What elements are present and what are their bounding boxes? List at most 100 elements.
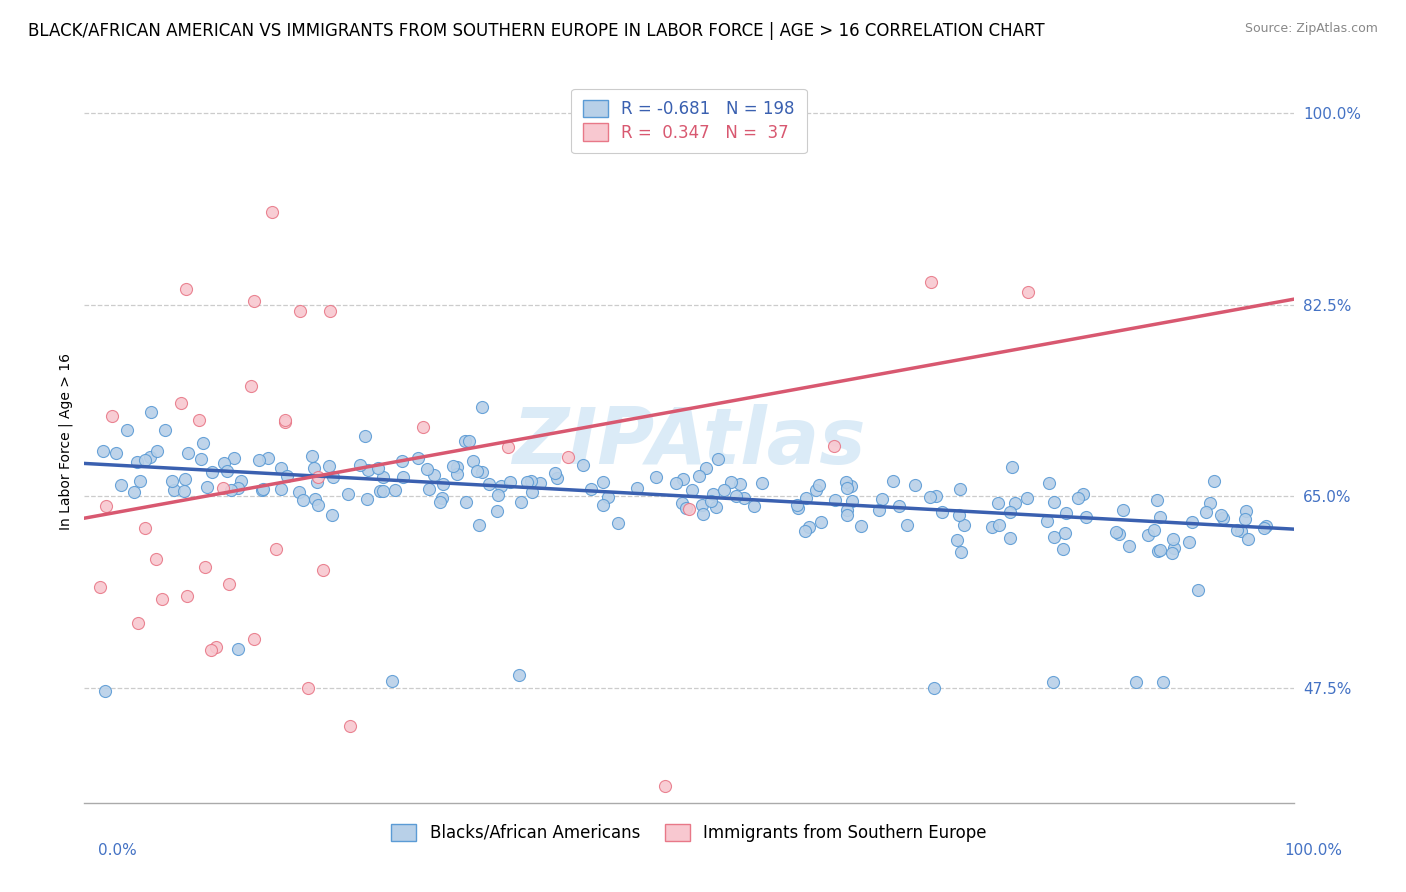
Point — [688, 468, 710, 483]
Point — [949, 482, 972, 496]
Point — [724, 489, 747, 503]
Point — [1195, 505, 1218, 519]
Point — [889, 499, 911, 513]
Point — [145, 552, 167, 566]
Point — [242, 632, 264, 646]
Point — [835, 475, 858, 490]
Point — [1036, 514, 1059, 528]
Point — [468, 517, 491, 532]
Point — [392, 470, 415, 484]
Point — [307, 498, 329, 512]
Point — [188, 412, 211, 426]
Point — [122, 484, 145, 499]
Point — [219, 483, 242, 497]
Point — [190, 452, 212, 467]
Point — [418, 482, 440, 496]
Point — [176, 589, 198, 603]
Point — [1054, 506, 1077, 520]
Text: Source: ZipAtlas.com: Source: ZipAtlas.com — [1244, 22, 1378, 36]
Point — [835, 503, 858, 517]
Point — [579, 482, 602, 496]
Point — [987, 496, 1010, 510]
Point — [904, 478, 927, 492]
Point — [242, 294, 264, 309]
Point — [571, 458, 593, 472]
Point — [519, 474, 541, 488]
Point — [626, 481, 648, 495]
Legend: Blacks/African Americans, Immigrants from Southern Europe: Blacks/African Americans, Immigrants fro… — [384, 817, 994, 848]
Point — [744, 500, 766, 514]
Point — [1253, 521, 1275, 535]
Point — [134, 521, 156, 535]
Point — [297, 681, 319, 695]
Point — [823, 439, 845, 453]
Point — [720, 475, 742, 489]
Point — [105, 446, 128, 460]
Point — [1052, 542, 1074, 557]
Point — [1071, 487, 1094, 501]
Point — [471, 400, 494, 414]
Point — [1105, 524, 1128, 539]
Point — [1017, 285, 1039, 300]
Point — [250, 483, 273, 497]
Point — [496, 440, 519, 454]
Point — [1118, 539, 1140, 553]
Point — [458, 434, 481, 449]
Point — [794, 524, 817, 538]
Point — [787, 500, 810, 515]
Point — [607, 516, 630, 531]
Point — [218, 576, 240, 591]
Point — [1163, 541, 1185, 555]
Point — [486, 488, 509, 502]
Point — [454, 434, 477, 448]
Point — [522, 485, 544, 500]
Point — [371, 484, 394, 499]
Point — [499, 475, 522, 489]
Point — [987, 518, 1010, 533]
Point — [477, 477, 499, 491]
Point — [96, 499, 118, 513]
Point — [304, 492, 326, 507]
Point — [430, 491, 453, 505]
Point — [381, 673, 404, 688]
Point — [1043, 530, 1066, 544]
Point — [837, 481, 859, 495]
Text: 100.0%: 100.0% — [1285, 843, 1343, 858]
Point — [1209, 508, 1232, 523]
Point — [924, 489, 946, 503]
Point — [671, 496, 693, 510]
Point — [337, 487, 360, 501]
Point — [557, 450, 579, 464]
Point — [645, 470, 668, 484]
Point — [1053, 526, 1076, 541]
Point — [922, 681, 945, 695]
Point — [454, 495, 477, 509]
Point — [134, 453, 156, 467]
Point — [1038, 475, 1060, 490]
Point — [276, 468, 298, 483]
Point — [1234, 503, 1257, 517]
Point — [302, 460, 325, 475]
Point — [214, 456, 236, 470]
Point — [690, 498, 713, 512]
Point — [529, 476, 551, 491]
Point — [429, 494, 451, 508]
Point — [228, 642, 250, 657]
Point — [146, 443, 169, 458]
Point — [806, 483, 828, 498]
Point — [200, 642, 222, 657]
Point — [896, 518, 918, 533]
Point — [1042, 675, 1064, 690]
Point — [222, 450, 245, 465]
Point — [508, 668, 530, 682]
Point — [707, 452, 730, 467]
Point — [89, 580, 111, 594]
Point — [1143, 524, 1166, 538]
Point — [127, 455, 149, 469]
Point — [810, 515, 832, 529]
Point — [1043, 494, 1066, 508]
Point — [194, 560, 217, 574]
Point — [794, 491, 817, 505]
Point — [240, 379, 263, 393]
Point — [1202, 475, 1225, 489]
